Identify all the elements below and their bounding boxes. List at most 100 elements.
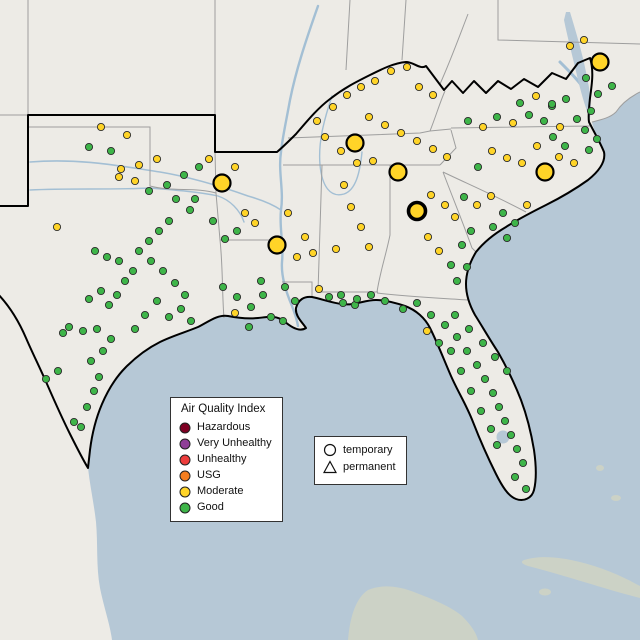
station-dot[interactable] [134,246,144,256]
station-dot[interactable] [366,290,376,300]
station-dot[interactable] [466,386,476,396]
station-dot[interactable] [502,153,512,163]
station-dot[interactable] [53,366,63,376]
temporary-station-marker[interactable] [212,173,232,193]
station-dot[interactable] [52,222,62,232]
station-dot[interactable] [244,322,254,332]
station-dot[interactable] [476,406,486,416]
station-dot[interactable] [446,260,456,270]
station-dot[interactable] [462,346,472,356]
station-dot[interactable] [459,192,469,202]
station-dot[interactable] [500,416,510,426]
station-dot[interactable] [462,262,472,272]
station-dot[interactable] [122,130,132,140]
station-dot[interactable] [508,118,518,128]
station-dot[interactable] [506,430,516,440]
station-dot[interactable] [58,328,68,338]
station-dot[interactable] [186,316,196,326]
station-dot[interactable] [466,226,476,236]
station-dot[interactable] [94,372,104,382]
station-dot[interactable] [488,388,498,398]
station-dot[interactable] [292,252,302,262]
station-dot[interactable] [580,125,590,135]
station-dot[interactable] [76,422,86,432]
station-dot[interactable] [230,162,240,172]
temporary-station-marker[interactable] [267,235,287,255]
station-dot[interactable] [428,90,438,100]
station-dot[interactable] [522,200,532,210]
station-dot[interactable] [331,244,341,254]
station-dot[interactable] [152,154,162,164]
station-dot[interactable] [152,296,162,306]
station-dot[interactable] [96,286,106,296]
station-dot[interactable] [84,294,94,304]
station-dot[interactable] [456,366,466,376]
station-dot[interactable] [498,208,508,218]
station-dot[interactable] [480,374,490,384]
station-dot[interactable] [440,200,450,210]
station-dot[interactable] [162,180,172,190]
station-dot[interactable] [569,158,579,168]
station-dot[interactable] [548,132,558,142]
station-dot[interactable] [194,162,204,172]
station-dot[interactable] [368,156,378,166]
station-dot[interactable] [204,154,214,164]
station-dot[interactable] [92,324,102,334]
station-dot[interactable] [607,81,617,91]
station-dot[interactable] [82,402,92,412]
station-dot[interactable] [398,304,408,314]
station-dot[interactable] [170,278,180,288]
station-dot[interactable] [492,440,502,450]
station-dot[interactable] [312,116,322,126]
station-dot[interactable] [356,82,366,92]
station-dot[interactable] [116,164,126,174]
station-dot[interactable] [114,172,124,182]
station-dot[interactable] [250,218,260,228]
station-dot[interactable] [144,186,154,196]
station-dot[interactable] [402,62,412,72]
station-dot[interactable] [90,246,100,256]
station-dot[interactable] [457,240,467,250]
station-dot[interactable] [278,316,288,326]
temporary-station-marker[interactable] [345,133,365,153]
station-dot[interactable] [450,212,460,222]
station-dot[interactable] [144,236,154,246]
station-dot[interactable] [352,158,362,168]
station-dot[interactable] [592,134,602,144]
station-dot[interactable] [586,106,596,116]
station-dot[interactable] [256,276,266,286]
station-dot[interactable] [531,91,541,101]
station-dot[interactable] [112,290,122,300]
station-dot[interactable] [106,146,116,156]
station-dot[interactable] [547,99,557,109]
station-dot[interactable] [328,102,338,112]
station-dot[interactable] [232,226,242,236]
station-dot[interactable] [232,292,242,302]
station-dot[interactable] [300,232,310,242]
station-dot[interactable] [102,252,112,262]
station-dot[interactable] [572,114,582,124]
station-dot[interactable] [463,116,473,126]
station-dot[interactable] [434,338,444,348]
station-dot[interactable] [140,310,150,320]
station-dot[interactable] [130,324,140,334]
station-dot[interactable] [266,312,276,322]
station-dot[interactable] [579,35,589,45]
temporary-station-marker[interactable] [406,200,428,222]
station-dot[interactable] [539,116,549,126]
station-dot[interactable] [434,246,444,256]
station-dot[interactable] [96,122,106,132]
station-dot[interactable] [336,146,346,156]
station-dot[interactable] [478,122,488,132]
station-dot[interactable] [554,152,564,162]
station-dot[interactable] [176,304,186,314]
station-dot[interactable] [364,112,374,122]
station-dot[interactable] [490,352,500,362]
station-dot[interactable] [414,82,424,92]
station-dot[interactable] [180,290,190,300]
station-dot[interactable] [487,146,497,156]
station-dot[interactable] [452,332,462,342]
station-dot[interactable] [164,216,174,226]
station-dot[interactable] [486,191,496,201]
station-dot[interactable] [510,472,520,482]
